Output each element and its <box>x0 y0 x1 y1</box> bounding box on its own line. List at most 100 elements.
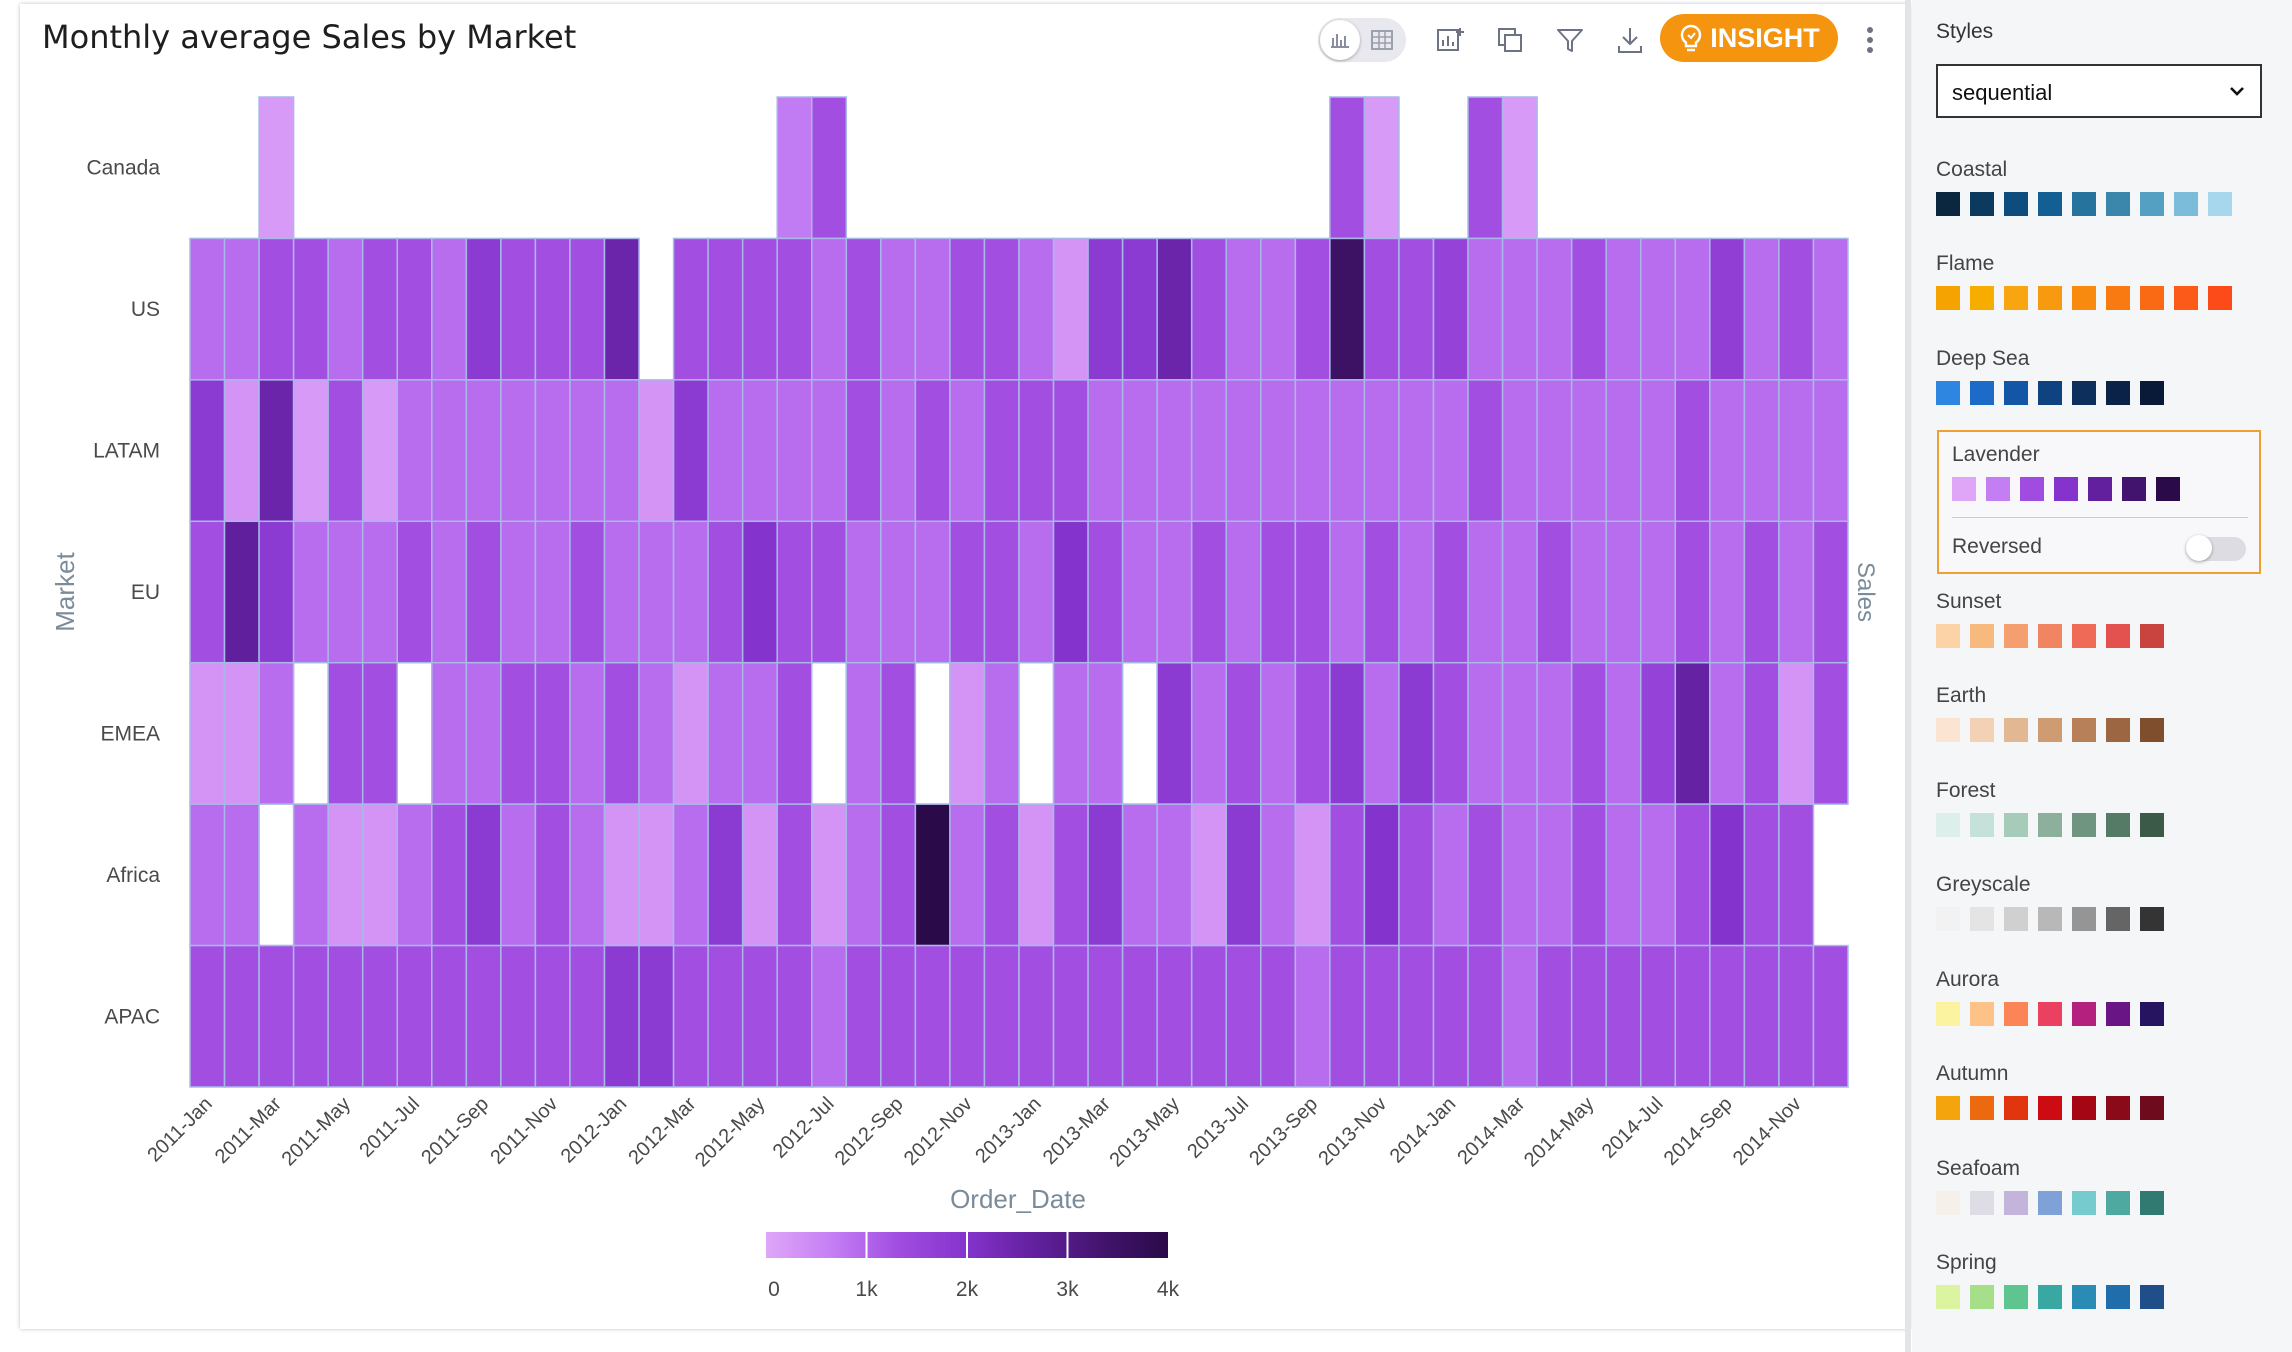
heatmap-cell[interactable] <box>1260 803 1297 947</box>
heatmap-cell[interactable] <box>983 237 1020 381</box>
style-dropdown[interactable]: sequential <box>1936 64 2262 118</box>
heatmap-cell[interactable] <box>500 944 537 1088</box>
heatmap-cell[interactable] <box>1536 520 1573 664</box>
heatmap-cell[interactable] <box>1190 520 1228 664</box>
heatmap-cell[interactable] <box>1087 379 1124 523</box>
heatmap-cell[interactable] <box>1190 237 1228 381</box>
heatmap-cell[interactable] <box>1778 803 1815 947</box>
heatmap-cell[interactable] <box>845 944 882 1088</box>
heatmap-cell[interactable] <box>776 520 813 664</box>
heatmap-cell[interactable] <box>258 379 295 523</box>
heatmap-cell[interactable] <box>396 661 433 805</box>
heatmap-cell[interactable] <box>534 379 571 523</box>
view-toggle[interactable] <box>1318 18 1406 62</box>
heatmap-cell[interactable] <box>1674 379 1711 523</box>
heatmap-cell[interactable] <box>672 803 709 947</box>
heatmap-cell[interactable] <box>1398 237 1435 381</box>
heatmap-cell[interactable] <box>1640 661 1677 805</box>
heatmap-cell[interactable] <box>569 237 606 381</box>
heatmap-cell[interactable] <box>845 803 882 947</box>
heatmap-cell[interactable] <box>949 520 986 664</box>
heatmap-cell[interactable] <box>1156 661 1193 805</box>
heatmap-cell[interactable] <box>1329 96 1366 240</box>
heatmap-cell[interactable] <box>223 944 260 1088</box>
heatmap-cell[interactable] <box>1294 379 1331 523</box>
heatmap-cell[interactable] <box>983 803 1020 947</box>
heatmap-cell[interactable] <box>1294 520 1331 664</box>
heatmap-cell[interactable] <box>1363 379 1400 523</box>
heatmap-cell[interactable] <box>880 944 917 1088</box>
heatmap-cell[interactable] <box>603 944 640 1088</box>
heatmap-cell[interactable] <box>741 237 778 381</box>
heatmap-cell[interactable] <box>1743 520 1780 664</box>
heatmap-cell[interactable] <box>1640 803 1677 947</box>
heatmap-cell[interactable] <box>914 237 951 381</box>
palette-sunset[interactable]: Sunset <box>1936 590 2276 648</box>
heatmap-cell[interactable] <box>500 237 537 381</box>
heatmap-cell[interactable] <box>1640 379 1677 523</box>
heatmap-cell[interactable] <box>1467 661 1504 805</box>
heatmap-cell[interactable] <box>189 944 226 1088</box>
heatmap-cell[interactable] <box>569 803 606 947</box>
heatmap-cell[interactable] <box>1398 379 1435 523</box>
heatmap-cell[interactable] <box>1778 237 1815 381</box>
heatmap-cell[interactable] <box>1640 944 1677 1088</box>
heatmap-cell[interactable] <box>1743 803 1780 947</box>
heatmap-cell[interactable] <box>741 379 778 523</box>
heatmap-cell[interactable] <box>1743 661 1780 805</box>
heatmap-cell[interactable] <box>1156 803 1193 947</box>
heatmap-cell[interactable] <box>1812 520 1849 664</box>
heatmap-cell[interactable] <box>949 944 986 1088</box>
heatmap-cell[interactable] <box>223 803 260 947</box>
heatmap-cell[interactable] <box>223 661 260 805</box>
heatmap-cell[interactable] <box>465 237 502 381</box>
heatmap-cell[interactable] <box>603 661 640 805</box>
heatmap-cell[interactable] <box>1225 803 1262 947</box>
heatmap-cell[interactable] <box>1260 237 1297 381</box>
palette-coastal[interactable]: Coastal <box>1936 158 2276 216</box>
heatmap-cell[interactable] <box>361 379 399 523</box>
heatmap-cell[interactable] <box>1743 379 1780 523</box>
heatmap-cell[interactable] <box>223 520 260 664</box>
heatmap-cell[interactable] <box>534 944 571 1088</box>
heatmap-cell[interactable] <box>1501 520 1538 664</box>
heatmap-cell[interactable] <box>741 944 778 1088</box>
heatmap-cell[interactable] <box>1778 520 1815 664</box>
heatmap-cell[interactable] <box>638 379 675 523</box>
heatmap-cell[interactable] <box>1467 379 1504 523</box>
heatmap-cell[interactable] <box>396 944 433 1088</box>
heatmap-cell[interactable] <box>361 520 399 664</box>
heatmap-cell[interactable] <box>880 661 917 805</box>
heatmap-cell[interactable] <box>1052 237 1089 381</box>
heatmap-cell[interactable] <box>1536 237 1573 381</box>
insight-button[interactable]: INSIGHT <box>1660 14 1838 62</box>
heatmap-cell[interactable] <box>1398 520 1435 664</box>
heatmap-cell[interactable] <box>1121 661 1158 805</box>
heatmap-cell[interactable] <box>431 803 468 947</box>
heatmap-cell[interactable] <box>1052 520 1089 664</box>
heatmap-cell[interactable] <box>1570 237 1607 381</box>
heatmap-cell[interactable] <box>1329 237 1366 381</box>
heatmap-cell[interactable] <box>361 661 399 805</box>
heatmap-cell[interactable] <box>1709 944 1746 1088</box>
heatmap-cell[interactable] <box>1087 237 1124 381</box>
heatmap-cell[interactable] <box>1605 661 1642 805</box>
heatmap-cell[interactable] <box>1190 944 1228 1088</box>
heatmap-cell[interactable] <box>534 661 571 805</box>
heatmap-cell[interactable] <box>1812 661 1849 805</box>
heatmap-cell[interactable] <box>603 237 640 381</box>
heatmap-cell[interactable] <box>1743 237 1780 381</box>
heatmap-cell[interactable] <box>707 379 744 523</box>
heatmap-cell[interactable] <box>292 237 329 381</box>
heatmap-cell[interactable] <box>983 379 1020 523</box>
heatmap-cell[interactable] <box>1501 96 1538 240</box>
heatmap-cell[interactable] <box>1501 237 1538 381</box>
heatmap-cell[interactable] <box>361 944 399 1088</box>
heatmap-cell[interactable] <box>1087 944 1124 1088</box>
palette-earth[interactable]: Earth <box>1936 684 2276 742</box>
heatmap-cell[interactable] <box>1501 379 1538 523</box>
heatmap-cell[interactable] <box>1570 944 1607 1088</box>
heatmap-cell[interactable] <box>327 520 364 664</box>
heatmap-cell[interactable] <box>1121 379 1158 523</box>
heatmap-cell[interactable] <box>1052 944 1089 1088</box>
